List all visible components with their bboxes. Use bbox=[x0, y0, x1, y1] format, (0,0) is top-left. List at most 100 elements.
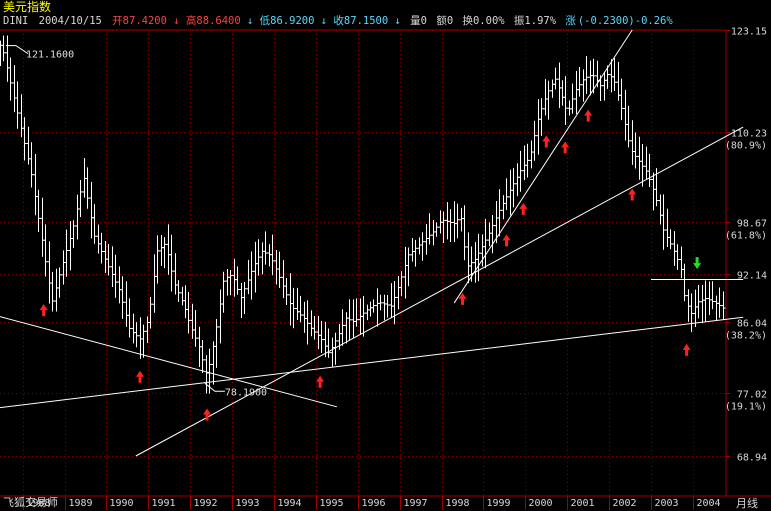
grid-lines bbox=[0, 30, 726, 496]
ohlc-bar bbox=[434, 222, 439, 237]
ohlc-bar bbox=[0, 40, 3, 66]
ohlc-bar bbox=[12, 65, 17, 113]
ohlc-bar bbox=[462, 205, 467, 261]
ohlc-bar bbox=[413, 239, 418, 267]
ohlc-header: DINI 2004/10/15 开87.4200 ↓ 高88.6400 ↓ 低8… bbox=[3, 14, 673, 27]
ohlc-bar bbox=[85, 167, 90, 209]
x-tick-label: 1994 bbox=[278, 498, 302, 509]
ohlc-bar bbox=[501, 195, 506, 220]
ohlc-bar bbox=[612, 58, 617, 92]
ohlc-bar bbox=[368, 301, 373, 317]
ohlc-bar bbox=[141, 324, 146, 358]
ohlc-bar bbox=[218, 289, 223, 344]
buy-arrow bbox=[519, 202, 528, 215]
ohlc-bar bbox=[183, 285, 188, 319]
ohlc-bar bbox=[82, 158, 87, 198]
ohlc-bar bbox=[36, 189, 41, 232]
ohlc-bar bbox=[637, 136, 642, 180]
ohlc-bar bbox=[302, 301, 307, 333]
high-value: 88.6400 bbox=[196, 15, 240, 27]
low-value: 86.9200 bbox=[270, 15, 314, 27]
ohlc-bar bbox=[232, 258, 237, 297]
ohlc-bar bbox=[309, 310, 314, 337]
ohlc-bar bbox=[473, 242, 478, 283]
period-label[interactable]: 月线 bbox=[736, 496, 758, 510]
ohlc-bar bbox=[22, 117, 27, 161]
ohlc-bar bbox=[710, 281, 715, 310]
y-tick-label: 110.23 bbox=[731, 129, 767, 140]
ohlc-bar bbox=[221, 271, 226, 313]
ohlc-bar bbox=[92, 204, 97, 244]
ohlc-bar bbox=[127, 298, 132, 338]
ohlc-bar bbox=[445, 202, 450, 240]
ohlc-bar bbox=[714, 295, 719, 321]
ohlc-bar bbox=[305, 300, 310, 345]
ohlc-bar bbox=[152, 254, 157, 313]
x-tick-label: 1991 bbox=[152, 498, 176, 509]
ohlc-bar bbox=[553, 67, 558, 90]
ohlc-bar bbox=[204, 355, 209, 394]
ohlc-bar bbox=[420, 232, 425, 261]
x-tick-label: 2002 bbox=[613, 498, 637, 509]
ohlc-bar bbox=[417, 237, 422, 255]
ohlc-bar bbox=[54, 268, 59, 312]
ohlc-bar bbox=[159, 235, 164, 266]
ohlc-bar bbox=[131, 313, 136, 344]
ohlc-bar bbox=[78, 179, 83, 218]
ohlc-bar bbox=[277, 251, 282, 288]
ohlc-bar bbox=[399, 271, 404, 297]
ohlc-bar bbox=[155, 235, 160, 284]
amount-value: 0 bbox=[447, 15, 453, 27]
volume-label: 量 bbox=[410, 15, 421, 27]
ohlc-bar bbox=[214, 318, 219, 368]
ohlc-bar bbox=[361, 295, 366, 337]
ohlc-bar bbox=[658, 194, 663, 225]
low-label: 低 bbox=[260, 14, 271, 27]
y-tick-label: 92.14 bbox=[737, 271, 767, 282]
ohlc-bar bbox=[319, 320, 324, 354]
ohlc-bar bbox=[508, 169, 513, 216]
ohlc-bar bbox=[166, 224, 171, 275]
ohlc-bar bbox=[378, 294, 383, 311]
ohlc-bar bbox=[696, 284, 701, 319]
ohlc-bar bbox=[577, 67, 582, 97]
ohlc-bar bbox=[385, 295, 390, 318]
ohlc-bar bbox=[347, 299, 352, 341]
ohlc-bar bbox=[605, 65, 610, 89]
ohlc-bar bbox=[511, 168, 516, 208]
ohlc-bar bbox=[169, 234, 174, 292]
ohlc-bar bbox=[686, 289, 691, 322]
buy-arrow bbox=[458, 292, 467, 305]
ohlc-bar bbox=[665, 208, 670, 247]
trendlines bbox=[0, 29, 744, 457]
y-tick-pct: (80.9%) bbox=[725, 141, 767, 152]
x-tick-label: 1990 bbox=[110, 498, 134, 509]
ohlc-bar bbox=[200, 340, 205, 374]
ohlc-bar bbox=[427, 213, 432, 245]
change-label: 涨 bbox=[565, 15, 576, 27]
ohlc-bar bbox=[351, 299, 356, 338]
x-tick-label: 1995 bbox=[320, 498, 344, 509]
ohlc-bar bbox=[539, 98, 544, 136]
x-tick-label: 1998 bbox=[446, 498, 470, 509]
ohlc-bar bbox=[249, 251, 254, 300]
ohlc-bar bbox=[448, 209, 453, 242]
ohlc-bar bbox=[15, 81, 20, 129]
ohlc-bar bbox=[591, 58, 596, 94]
buy-arrow bbox=[39, 304, 48, 317]
ohlc-bar bbox=[235, 266, 240, 295]
ohlc-bar bbox=[515, 163, 520, 197]
ohlc-bar bbox=[626, 105, 631, 148]
ohlc-bar bbox=[630, 120, 635, 165]
ohlc-bar bbox=[145, 316, 150, 344]
x-tick-label: 1993 bbox=[236, 498, 260, 509]
ohlc-bar bbox=[721, 291, 726, 320]
ohlc-bar bbox=[270, 234, 275, 276]
peak-label: 121.1600 bbox=[26, 50, 74, 61]
ohlc-bar bbox=[354, 298, 359, 327]
x-tick-label: 2003 bbox=[655, 498, 679, 509]
ohlc-bar bbox=[50, 271, 55, 312]
trendline bbox=[0, 316, 337, 408]
